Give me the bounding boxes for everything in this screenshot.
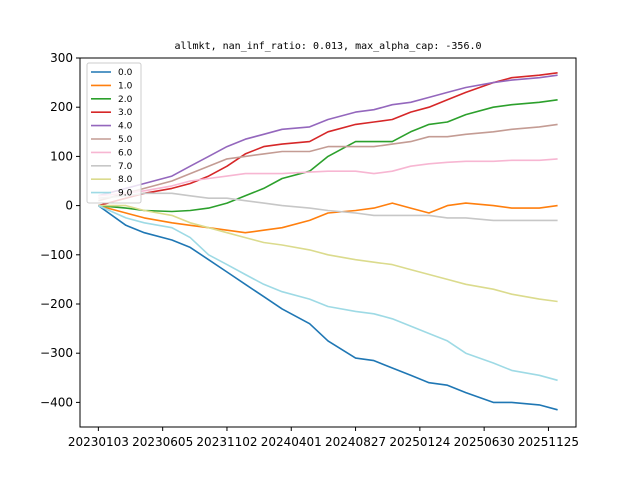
legend: 0.0 1.0 2.0 3.0 4.0 5.0 6.0 7.0 8.0 9.0 [86,62,142,204]
legend-label-9: 9.0 [118,189,133,199]
series-line-4 [98,74,558,197]
y-tick-label: 0 [65,199,73,213]
series-lines [97,72,558,411]
y-tick-label: −300 [40,346,73,360]
x-tick-label: 20251125 [518,435,579,449]
series-line-7 [98,192,558,222]
legend-label-8: 8.0 [118,175,133,185]
y-tick-label: 300 [50,51,73,65]
series-line-1 [98,202,558,234]
legend-label-0: 0.0 [118,68,133,78]
x-tick-label: 20250630 [454,435,515,449]
legend-label-4: 4.0 [118,122,133,132]
legend-box [86,62,142,204]
legend-label-3: 3.0 [118,108,133,118]
x-tick-label: 20230605 [132,435,193,449]
y-axis: −400 −300 −200 −100 0 100 200 300 [40,51,80,409]
legend-label-1: 1.0 [118,81,133,91]
axes-frame [79,57,577,428]
series-line-3 [98,72,558,207]
x-tick-label: 20250124 [389,435,450,449]
series-line-2 [98,99,558,213]
y-tick-label: −400 [40,395,73,409]
x-axis: 20230103 20230605 20231102 20240401 20240827… [68,427,579,449]
y-tick-label: −100 [40,248,73,262]
y-tick-label: 100 [50,149,73,163]
x-tick-label: 20240401 [261,435,322,449]
series-line-6 [98,158,558,197]
series-line-5 [98,123,558,202]
legend-label-2: 2.0 [118,95,133,105]
legend-label-6: 6.0 [118,148,133,158]
x-tick-label: 20240827 [325,435,386,449]
x-tick-label: 20230103 [68,435,129,449]
y-tick-label: −200 [40,297,73,311]
chart-title: allmkt, nan_inf_ratio: 0.013, max_alpha_… [174,41,481,52]
x-tick-label: 20231102 [196,435,257,449]
series-line-8 [98,204,558,303]
legend-label-5: 5.0 [118,135,133,145]
y-tick-label: 200 [50,100,73,114]
series-line-0 [97,204,558,411]
series-line-9 [98,204,558,382]
legend-label-7: 7.0 [118,162,133,172]
